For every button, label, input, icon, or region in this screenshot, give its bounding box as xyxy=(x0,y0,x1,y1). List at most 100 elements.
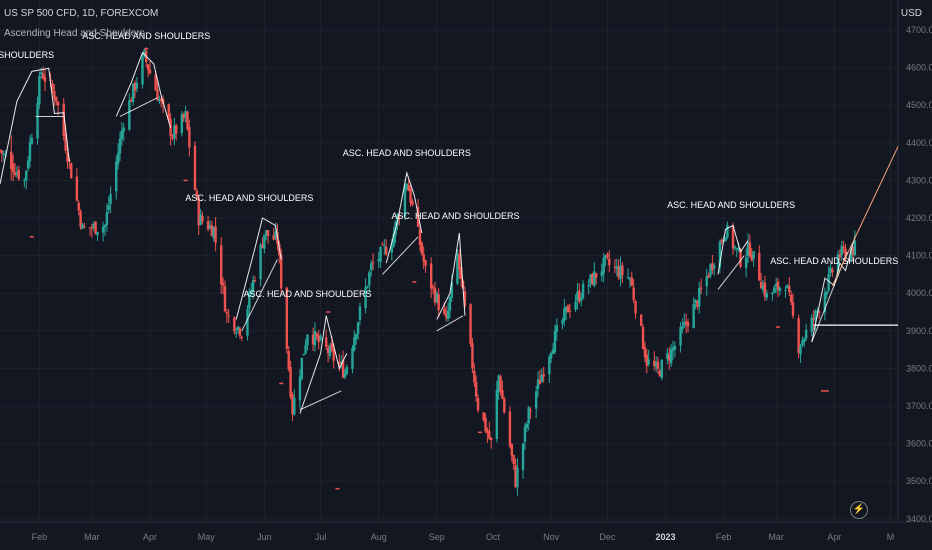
candle-body xyxy=(88,227,92,229)
candle-body xyxy=(698,287,701,307)
candle-body xyxy=(128,100,131,130)
candle-body xyxy=(683,322,686,326)
x-tick-label: Jul xyxy=(315,532,327,542)
candle-body xyxy=(246,309,249,336)
indicator-label[interactable]: Ascending Head and Shoulders xyxy=(4,28,145,39)
candle-body xyxy=(658,370,662,377)
candle-body xyxy=(660,360,663,379)
x-tick-label: Feb xyxy=(32,532,48,542)
candle-body xyxy=(523,426,527,442)
candle-body xyxy=(407,185,410,192)
candle-body xyxy=(797,318,800,354)
candle-body xyxy=(542,374,545,377)
candle-body xyxy=(473,370,476,383)
candle-body xyxy=(15,172,19,175)
candle-body xyxy=(272,235,275,240)
time-axis[interactable]: Feb Mar Apr May Jun Jul Aug Sep Oct Nov Dec 2023 Feb… xyxy=(32,532,895,542)
symbol-title: US SP 500 CFD, 1D, FOREXCOM xyxy=(4,8,159,19)
y-tick-label: 4700.0 xyxy=(906,25,932,35)
candle-body xyxy=(615,266,618,269)
candle-body xyxy=(521,443,525,470)
lightning-bolt-icon[interactable]: ⚡ xyxy=(850,501,868,519)
candle-body xyxy=(435,293,439,303)
candle-body xyxy=(568,311,572,313)
candle-body xyxy=(424,260,427,266)
candle-body xyxy=(130,100,133,102)
candle-body xyxy=(581,283,585,299)
candle-body xyxy=(645,354,648,366)
candle-body xyxy=(160,99,163,102)
candle-body xyxy=(220,245,223,285)
price-axis[interactable]: 3400.0 3500.0 3600.0 3700.0 3800.0 3900.0 4000… xyxy=(906,25,932,524)
candle-body xyxy=(146,64,150,70)
candle-body xyxy=(403,187,407,217)
candle-body xyxy=(720,239,723,242)
candle-body xyxy=(486,430,489,434)
candle-body xyxy=(778,287,782,292)
candle-body xyxy=(534,391,538,409)
y-tick-label: 4200.0 xyxy=(906,213,932,223)
candle-body xyxy=(791,302,795,316)
candle-body xyxy=(221,282,225,286)
candle-body xyxy=(628,278,632,280)
candle-body xyxy=(726,225,729,238)
candle-body xyxy=(83,226,86,228)
candle-body xyxy=(476,397,480,411)
x-tick-label: Feb xyxy=(716,532,732,542)
candle-body xyxy=(341,360,345,378)
candle-body xyxy=(812,317,815,320)
candle-body xyxy=(488,430,491,439)
y-tick-label: 3700.0 xyxy=(906,401,932,411)
candle-body xyxy=(302,353,305,356)
pattern-label: ASC. HEAD AND SHOULDERS xyxy=(185,193,313,203)
candle-body xyxy=(752,251,755,259)
candle-body xyxy=(274,231,277,239)
candle-body xyxy=(368,272,371,286)
candle-body xyxy=(446,310,450,320)
candle-body xyxy=(197,197,200,226)
x-tick-label: Aug xyxy=(371,532,387,542)
candles xyxy=(0,47,857,496)
candle-body xyxy=(761,284,765,291)
candle-body xyxy=(75,176,79,201)
candle-body xyxy=(838,254,842,258)
candle-body xyxy=(25,170,28,181)
pattern-label: ASC. HEAD AND SHOULDERS xyxy=(82,31,210,41)
y-tick-label: 4400.0 xyxy=(906,138,932,148)
candle-body xyxy=(240,336,244,338)
candle-body xyxy=(251,280,255,292)
candle-body xyxy=(23,179,26,181)
candle-body xyxy=(699,287,703,289)
candle-body xyxy=(101,226,105,233)
candle-body xyxy=(66,152,69,162)
candle-body xyxy=(632,287,635,301)
candle-body xyxy=(516,467,519,488)
candle-body xyxy=(263,234,266,249)
candle-body xyxy=(739,249,742,267)
candle-body xyxy=(326,348,330,354)
pattern-label: ASC. HEAD AND SHOULDERS xyxy=(667,200,795,210)
candle-body xyxy=(411,200,414,205)
candle-body xyxy=(51,83,54,91)
pattern-neckline xyxy=(717,255,745,290)
candle-body xyxy=(450,282,454,298)
candle-body xyxy=(818,311,821,313)
candle-body xyxy=(311,334,315,345)
candle-body xyxy=(482,412,485,421)
candle-body xyxy=(212,227,215,239)
candle-body xyxy=(705,276,708,287)
candle-body xyxy=(56,101,60,106)
candle-body xyxy=(122,127,125,132)
x-tick-label: Jun xyxy=(257,532,272,542)
candle-body xyxy=(744,257,748,268)
candle-body xyxy=(62,103,65,137)
candle-body xyxy=(484,417,487,432)
y-tick-label: 4600.0 xyxy=(906,63,932,73)
candle-body xyxy=(79,211,82,228)
candle-body xyxy=(647,359,650,365)
candle-body xyxy=(429,263,433,289)
candle-body xyxy=(593,271,596,286)
candle-body xyxy=(594,272,598,278)
candle-body xyxy=(377,259,380,262)
